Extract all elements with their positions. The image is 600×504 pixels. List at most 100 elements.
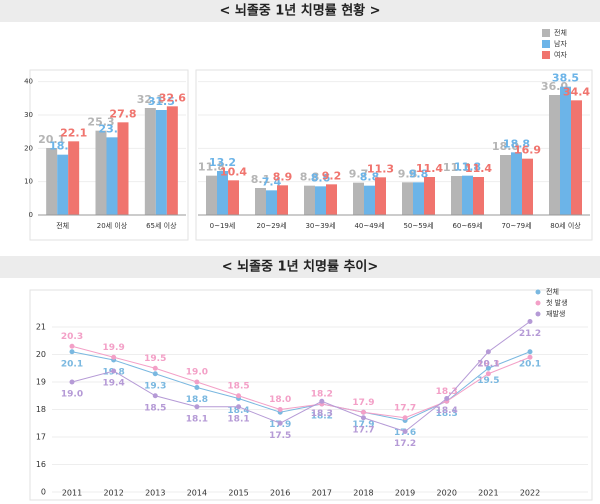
- bar: [228, 180, 239, 215]
- value-label: 19.4: [103, 379, 125, 389]
- value-label: 8.8: [300, 171, 320, 184]
- value-label: 17.7: [352, 425, 374, 435]
- value-label: 18.8: [503, 137, 530, 150]
- x-tick-label: 20~29세: [256, 221, 286, 230]
- value-label: 34.4: [563, 85, 590, 98]
- value-label: 18.0: [492, 140, 519, 153]
- bar: [166, 106, 178, 215]
- value-label: 11.8: [454, 161, 481, 174]
- legend-swatch: [535, 289, 541, 295]
- panel-frame: [29, 289, 593, 501]
- point: [152, 371, 158, 377]
- value-label: 17.9: [352, 420, 374, 430]
- y-tick-label: 20: [36, 350, 46, 359]
- bar: [511, 152, 522, 215]
- x-tick-label: 2020: [437, 489, 457, 498]
- point: [402, 415, 408, 421]
- point: [485, 365, 491, 371]
- point: [527, 354, 533, 360]
- value-label: 9.8: [409, 167, 429, 180]
- value-label: 20.3: [61, 332, 83, 342]
- x-tick-label: 2014: [187, 489, 207, 498]
- bar: [462, 175, 473, 215]
- legend-label: 남자: [554, 39, 567, 48]
- bar: [549, 95, 560, 215]
- value-label: 18.1: [186, 414, 208, 424]
- value-label: 11.3: [367, 162, 394, 175]
- x-tick-label: 0~19세: [210, 221, 236, 230]
- value-label: 31.5: [148, 95, 175, 108]
- point: [69, 343, 75, 349]
- bar: [353, 182, 364, 215]
- value-label: 11.4: [465, 162, 492, 175]
- value-label: 18.5: [227, 381, 249, 391]
- value-label: 18.3: [436, 409, 458, 419]
- legend-swatch: [535, 300, 541, 306]
- value-label: 8.9: [273, 170, 293, 183]
- value-label: 9.2: [322, 169, 342, 182]
- value-label: 20.1: [61, 359, 83, 369]
- line: [71, 321, 531, 433]
- x-tick-label: 30~39세: [305, 221, 335, 230]
- value-label: 32.1: [137, 93, 164, 106]
- bar: [255, 188, 266, 215]
- x-tick-label: 60~69세: [452, 221, 482, 230]
- value-label: 7.4: [262, 175, 282, 188]
- y-tick-label: 30: [24, 111, 33, 119]
- point: [236, 404, 242, 410]
- x-tick-label: 65세 이상: [146, 221, 177, 230]
- bar: [277, 185, 288, 215]
- bar: [571, 100, 582, 215]
- line: [71, 345, 531, 419]
- bar: [46, 148, 58, 215]
- value-label: 18.0: [269, 395, 291, 405]
- bar: [304, 185, 315, 215]
- point: [485, 371, 491, 377]
- x-tick-label: 2017: [312, 489, 332, 498]
- point: [277, 420, 283, 426]
- x-tick-label: 전체: [56, 221, 69, 230]
- line: [71, 351, 531, 422]
- bar: [315, 186, 326, 215]
- value-label: 8.1: [251, 173, 271, 186]
- x-tick-label: 2011: [62, 489, 82, 498]
- legend-swatch: [542, 40, 550, 48]
- legend-label: 전체: [546, 287, 559, 296]
- value-label: 16.9: [514, 144, 541, 157]
- value-label: 13.2: [209, 156, 236, 169]
- y-tick-label: 21: [36, 323, 46, 332]
- x-tick-label: 2015: [228, 489, 248, 498]
- point: [236, 393, 242, 399]
- value-label: 27.8: [109, 107, 136, 120]
- value-label: 8.6: [311, 171, 331, 184]
- value-label: 9.8: [398, 167, 418, 180]
- value-label: 18.5: [144, 403, 166, 413]
- x-tick-label: 2022: [520, 489, 540, 498]
- legend-label: 첫 발생: [546, 298, 568, 307]
- bar: [424, 177, 435, 215]
- value-label: 18.4: [436, 406, 458, 416]
- value-label: 18.2: [311, 412, 333, 422]
- value-label: 17.7: [394, 403, 416, 413]
- value-label: 11.7: [443, 161, 470, 174]
- value-label: 17.9: [352, 398, 374, 408]
- bar: [364, 185, 375, 215]
- value-label: 25.3: [87, 116, 114, 129]
- point: [194, 404, 200, 410]
- x-tick-label: 80세 이상: [550, 221, 581, 230]
- value-label: 18.4: [227, 406, 249, 416]
- bar: [57, 154, 69, 215]
- point: [360, 415, 366, 421]
- point: [360, 409, 366, 415]
- value-label: 20.1: [38, 133, 65, 146]
- value-label: 17.2: [394, 439, 416, 449]
- y-tick-label: 19: [36, 378, 46, 387]
- bar: [413, 182, 424, 215]
- chart-title: < 뇌졸중 1년 치명률 현황 >: [219, 3, 380, 19]
- point: [194, 379, 200, 385]
- value-label: 9.7: [349, 168, 369, 181]
- point: [319, 398, 325, 404]
- bar: [473, 177, 484, 215]
- value-label: 10.4: [220, 165, 247, 178]
